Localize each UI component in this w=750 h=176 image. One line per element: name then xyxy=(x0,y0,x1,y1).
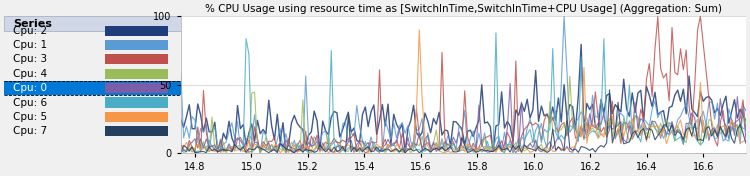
Bar xyxy=(105,112,169,122)
Bar xyxy=(105,69,169,79)
Bar xyxy=(105,126,169,136)
Text: Cpu: 1: Cpu: 1 xyxy=(13,40,47,50)
Bar xyxy=(105,83,169,93)
Text: Cpu: 4: Cpu: 4 xyxy=(13,69,47,79)
Text: Cpu: 3: Cpu: 3 xyxy=(13,54,47,64)
Bar xyxy=(4,16,181,31)
Bar xyxy=(105,54,169,64)
Text: Series: Series xyxy=(13,18,52,29)
Bar xyxy=(4,81,181,95)
Text: Cpu: 5: Cpu: 5 xyxy=(13,112,47,122)
Bar xyxy=(105,98,169,108)
Bar xyxy=(105,40,169,50)
Text: Cpu: 0: Cpu: 0 xyxy=(13,83,47,93)
Text: Cpu: 2: Cpu: 2 xyxy=(13,26,47,36)
Text: Cpu: 7: Cpu: 7 xyxy=(13,126,47,136)
Text: Cpu: 6: Cpu: 6 xyxy=(13,98,47,108)
Title: % CPU Usage using resource time as [SwitchInTime,SwitchInTime+CPU Usage] (Aggreg: % CPU Usage using resource time as [Swit… xyxy=(205,4,722,14)
Bar xyxy=(105,26,169,36)
